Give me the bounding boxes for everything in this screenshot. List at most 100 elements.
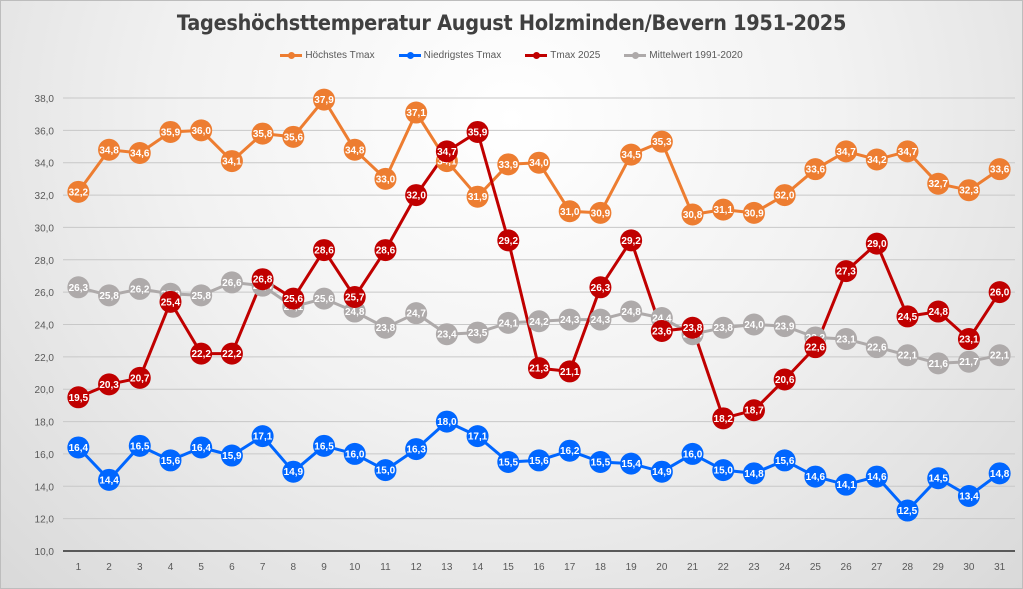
data-point-niedrigstes-tmax	[435, 410, 458, 433]
y-tick-label: 18,0	[35, 418, 55, 429]
data-label-hoechstes-tmax: 34,2	[867, 155, 887, 166]
data-label-hoechstes-tmax: 37,9	[314, 95, 334, 106]
data-label-mittelwert: 24,3	[560, 315, 580, 326]
data-label-tmax-2025: 29,2	[499, 236, 519, 247]
legend-item-tmax2025: Tmax 2025	[525, 50, 600, 61]
data-point-hoechstes-tmax	[313, 88, 336, 111]
legend-label: Niedrigstes Tmax	[423, 50, 502, 61]
data-point-niedrigstes-tmax	[957, 484, 980, 507]
data-point-hoechstes-tmax	[374, 167, 397, 190]
data-point-mittelwert	[957, 350, 980, 373]
data-point-tmax-2025	[98, 373, 121, 396]
data-label-hoechstes-tmax: 33,9	[499, 160, 519, 171]
x-tick-label: 11	[380, 562, 391, 573]
data-label-niedrigstes-tmax: 15,6	[775, 456, 795, 467]
data-point-niedrigstes-tmax	[497, 451, 520, 474]
data-label-mittelwert: 23,8	[714, 323, 734, 334]
data-label-mittelwert: 22,6	[867, 343, 887, 354]
data-point-niedrigstes-tmax	[405, 438, 428, 461]
legend-item-mittelwert: Mittelwert 1991-2020	[624, 50, 743, 61]
x-tick-label: 14	[472, 562, 484, 573]
data-point-hoechstes-tmax	[957, 179, 980, 202]
y-tick-label: 30,0	[35, 223, 55, 234]
x-tick-label: 27	[871, 562, 883, 573]
data-label-hoechstes-tmax: 34,0	[529, 158, 549, 169]
data-label-niedrigstes-tmax: 16,4	[69, 443, 89, 454]
data-point-tmax-2025	[405, 184, 428, 207]
data-label-tmax-2025: 25,6	[284, 294, 304, 305]
x-tick-label: 6	[229, 562, 235, 573]
data-label-hoechstes-tmax: 34,1	[222, 157, 242, 168]
data-label-mittelwert: 24,8	[345, 307, 365, 318]
data-point-niedrigstes-tmax	[220, 444, 243, 467]
data-label-mittelwert: 24,4	[652, 314, 672, 325]
data-label-tmax-2025: 28,6	[376, 246, 396, 257]
x-tick-label: 2	[106, 562, 112, 573]
data-point-hoechstes-tmax	[865, 148, 888, 171]
y-tick-label: 12,0	[35, 515, 55, 526]
data-point-tmax-2025	[558, 360, 581, 383]
data-point-niedrigstes-tmax	[159, 449, 182, 472]
legend: Höchstes Tmax Niedrigstes Tmax Tmax 2025…	[1, 50, 1022, 61]
data-label-niedrigstes-tmax: 18,0	[437, 417, 457, 428]
data-label-niedrigstes-tmax: 16,4	[191, 443, 211, 454]
data-label-hoechstes-tmax: 35,6	[284, 132, 304, 143]
data-label-niedrigstes-tmax: 16,3	[406, 445, 426, 456]
data-label-mittelwert: 22,1	[898, 351, 918, 362]
data-point-tmax-2025	[927, 300, 950, 323]
data-label-tmax-2025: 22,2	[222, 349, 242, 360]
x-tick-label: 28	[902, 562, 914, 573]
data-point-hoechstes-tmax	[650, 130, 673, 153]
data-point-hoechstes-tmax	[804, 158, 827, 181]
data-point-hoechstes-tmax	[620, 143, 643, 166]
data-point-hoechstes-tmax	[528, 151, 550, 174]
data-label-tmax-2025: 32,0	[406, 191, 426, 202]
data-point-tmax-2025	[528, 357, 550, 380]
data-label-hoechstes-tmax: 35,9	[161, 127, 181, 138]
data-point-mittelwert	[896, 344, 919, 367]
data-point-niedrigstes-tmax	[742, 462, 765, 485]
data-point-niedrigstes-tmax	[773, 449, 796, 472]
data-point-tmax-2025	[957, 328, 980, 351]
data-point-niedrigstes-tmax	[896, 499, 919, 522]
x-tick-label: 31	[994, 562, 1006, 573]
data-point-tmax-2025	[374, 239, 397, 262]
x-tick-label: 17	[564, 562, 576, 573]
legend-swatch-niedrigstes	[398, 51, 421, 59]
data-label-niedrigstes-tmax: 15,0	[714, 466, 734, 477]
data-label-niedrigstes-tmax: 16,2	[560, 446, 580, 457]
data-label-hoechstes-tmax: 31,0	[560, 207, 580, 218]
data-label-mittelwert: 24,8	[621, 307, 641, 318]
data-label-niedrigstes-tmax: 16,0	[683, 449, 703, 460]
data-label-hoechstes-tmax: 36,0	[191, 126, 211, 137]
data-point-tmax-2025	[681, 316, 704, 339]
x-tick-label: 20	[656, 562, 668, 573]
legend-label: Mittelwert 1991-2020	[649, 50, 743, 61]
data-point-mittelwert	[128, 277, 151, 300]
data-point-tmax-2025	[343, 285, 366, 308]
data-point-niedrigstes-tmax	[681, 442, 704, 465]
x-tick-label: 25	[810, 562, 822, 573]
data-label-mittelwert: 23,8	[376, 323, 396, 334]
data-label-niedrigstes-tmax: 15,0	[376, 466, 396, 477]
data-label-hoechstes-tmax: 34,6	[130, 149, 150, 160]
data-label-tmax-2025: 18,2	[714, 414, 734, 425]
x-tick-label: 8	[291, 562, 297, 573]
data-label-tmax-2025: 27,3	[836, 267, 856, 278]
legend-label: Tmax 2025	[550, 50, 601, 61]
x-tick-label: 30	[963, 562, 975, 573]
data-point-mittelwert	[405, 302, 428, 325]
data-label-hoechstes-tmax: 31,9	[468, 192, 488, 203]
data-label-mittelwert: 21,6	[928, 359, 948, 370]
data-point-mittelwert	[927, 352, 950, 375]
y-tick-label: 14,0	[35, 482, 55, 493]
data-point-hoechstes-tmax	[220, 150, 243, 173]
data-point-tmax-2025	[497, 229, 520, 252]
x-tick-label: 4	[168, 562, 174, 573]
data-point-tmax-2025	[620, 229, 643, 252]
data-point-hoechstes-tmax	[98, 138, 121, 161]
data-point-mittelwert	[835, 328, 858, 351]
data-point-tmax-2025	[650, 319, 673, 342]
data-label-mittelwert: 23,5	[468, 328, 488, 339]
x-tick-label: 22	[718, 562, 730, 573]
